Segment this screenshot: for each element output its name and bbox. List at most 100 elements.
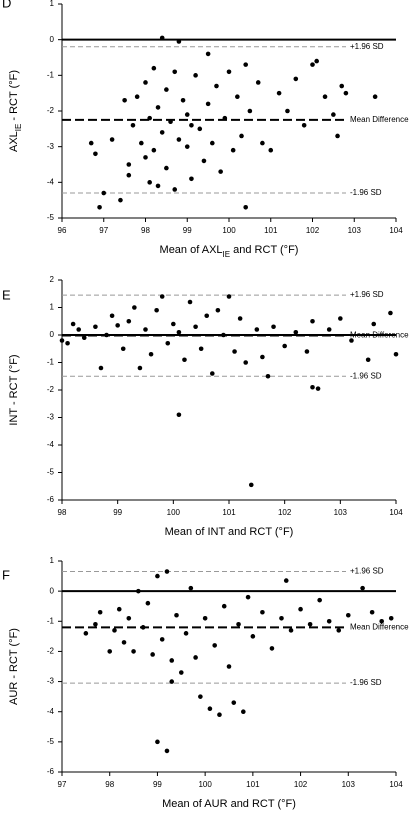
point	[122, 98, 127, 103]
y-tick-label: -6	[47, 495, 55, 504]
y-tick-label: -4	[47, 177, 55, 186]
point	[184, 144, 190, 149]
panel-label: F	[2, 567, 10, 582]
point	[83, 631, 89, 636]
x-tick-label: 98	[105, 780, 114, 789]
point	[136, 588, 141, 594]
point	[243, 205, 248, 210]
point	[231, 700, 237, 705]
point	[164, 748, 170, 754]
point	[221, 332, 226, 338]
point	[126, 162, 132, 167]
point	[198, 694, 203, 699]
point	[172, 187, 178, 192]
point	[317, 597, 322, 603]
point	[335, 133, 340, 139]
point	[176, 412, 182, 418]
point	[339, 83, 345, 89]
point	[184, 112, 190, 117]
point	[81, 335, 87, 341]
point	[293, 329, 299, 335]
x-tick-label: 102	[306, 226, 320, 235]
point	[245, 594, 251, 600]
point	[298, 606, 303, 612]
point	[155, 105, 161, 110]
point	[151, 65, 157, 71]
point	[139, 140, 144, 146]
x-tick-label: 101	[246, 780, 260, 789]
point	[345, 612, 351, 618]
point	[88, 140, 94, 146]
y-axis-title: AUR - RCT (°F)	[8, 628, 20, 705]
point	[154, 307, 159, 313]
point	[112, 628, 117, 633]
reference-label: +1.96 SD	[350, 567, 384, 576]
point	[279, 615, 284, 621]
point	[70, 321, 76, 327]
point	[304, 349, 310, 354]
point	[115, 323, 120, 328]
point	[343, 90, 349, 96]
x-tick-label: 102	[294, 780, 308, 789]
x-tick-label: 101	[222, 508, 236, 517]
point	[155, 183, 161, 189]
point	[210, 371, 215, 376]
x-tick-label: 100	[167, 508, 181, 517]
point	[143, 327, 148, 332]
point	[178, 670, 184, 675]
point	[236, 622, 241, 627]
point	[232, 349, 237, 354]
point	[285, 108, 290, 114]
point	[120, 346, 126, 352]
point	[147, 115, 152, 121]
point	[239, 133, 244, 139]
point	[107, 649, 113, 654]
x-tick-label: 100	[198, 780, 212, 789]
point	[101, 190, 107, 196]
y-axis-title-part: AXL	[8, 131, 20, 152]
point	[97, 609, 103, 615]
x-axis-title-part: and RCT (°F)	[230, 244, 298, 256]
y-tick-label: -3	[47, 142, 55, 151]
point	[197, 126, 203, 132]
point	[168, 119, 173, 124]
point	[310, 62, 315, 67]
point	[310, 384, 315, 390]
point	[243, 360, 248, 365]
point	[198, 346, 204, 352]
reference-label: -1.96 SD	[350, 188, 382, 197]
x-tick-label: 104	[389, 780, 403, 789]
point	[165, 340, 171, 346]
point	[65, 340, 70, 346]
x-axis-title-part: Mean of AXL	[160, 244, 223, 256]
point	[338, 316, 343, 321]
point	[193, 324, 198, 330]
reference-label: +1.96 SD	[350, 42, 384, 51]
point	[214, 83, 219, 89]
point	[193, 655, 198, 660]
y-axis-title-part: - RCT (°F)	[8, 70, 20, 124]
x-tick-label: 101	[264, 226, 278, 235]
y-tick-label: -2	[47, 647, 55, 656]
point	[93, 622, 98, 627]
x-tick-label: 97	[99, 226, 108, 235]
point	[254, 327, 260, 332]
x-tick-label: 104	[389, 508, 403, 517]
point	[155, 739, 160, 745]
point	[159, 637, 165, 642]
point	[243, 62, 248, 67]
point	[180, 98, 186, 103]
x-axis-title: Mean of AXLIE and RCT (°F)	[160, 244, 299, 259]
y-tick-label: -3	[47, 413, 55, 422]
point	[93, 324, 98, 330]
x-axis-title: Mean of AUR and RCT (°F)	[162, 798, 296, 810]
x-tick-label: 99	[153, 780, 162, 789]
point	[314, 58, 319, 64]
y-tick-label: 0	[50, 35, 55, 44]
point	[248, 482, 254, 488]
point	[126, 615, 132, 621]
point	[164, 87, 169, 92]
point	[131, 649, 136, 654]
point	[189, 176, 194, 182]
